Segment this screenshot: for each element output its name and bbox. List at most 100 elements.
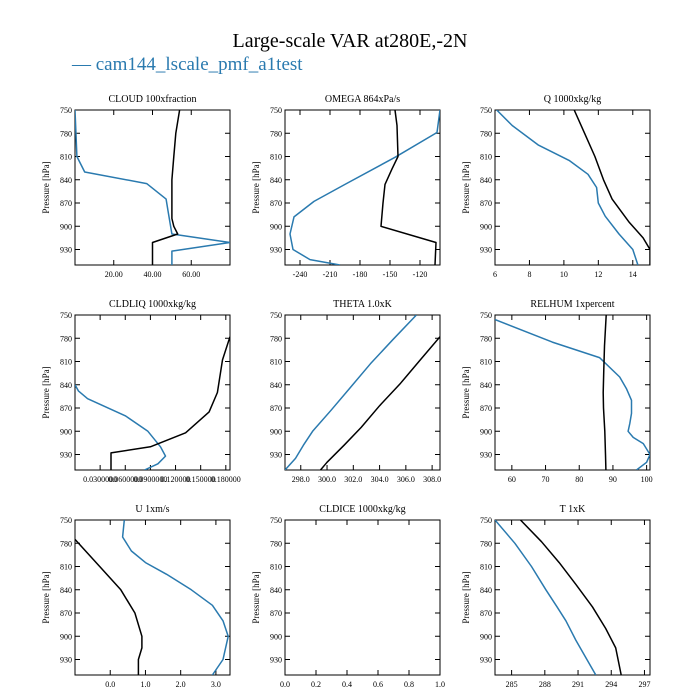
y-axis-label: Pressure [hPa] xyxy=(41,366,51,418)
y-tick-label: 870 xyxy=(480,609,492,618)
x-tick-label: 14 xyxy=(629,270,637,279)
legend-label: cam144_lscale_pmf_a1test xyxy=(95,54,303,75)
x-tick-label: 0.150000 xyxy=(186,475,216,484)
y-tick-label: 870 xyxy=(60,404,72,413)
x-tick-label: 2.0 xyxy=(176,680,186,689)
x-tick-label: 302.0 xyxy=(344,475,362,484)
y-tick-label: 810 xyxy=(480,358,492,367)
y-tick-label: 840 xyxy=(270,381,282,390)
y-tick-label: 930 xyxy=(270,451,282,460)
series-line-model xyxy=(121,520,229,675)
x-tick-label: 0.120000 xyxy=(161,475,191,484)
panel-5: THETA 1.0xK 750 780 810 840 870 900 930 298.0 300… xyxy=(270,299,441,484)
panel-1: CLOUD 100xfraction Pressure [hPa] 750 780 81… xyxy=(41,94,231,279)
x-tick-label: 40.00 xyxy=(144,270,162,279)
y-tick-label: 750 xyxy=(270,106,282,115)
x-tick-label: 0.4 xyxy=(342,680,352,689)
y-tick-label: 840 xyxy=(480,586,492,595)
y-tick-label: 930 xyxy=(270,246,282,255)
y-tick-label: 900 xyxy=(480,222,492,231)
series-line-reference xyxy=(519,520,622,675)
series-line-model xyxy=(285,315,417,470)
y-tick-label: 870 xyxy=(60,609,72,618)
y-tick-label: 870 xyxy=(270,199,282,208)
legend-entry: — cam144_lscale_pmf_a1test xyxy=(72,54,303,76)
y-tick-label: 780 xyxy=(270,129,282,138)
x-tick-label: 285 xyxy=(506,680,518,689)
panel-title: U 1xm/s xyxy=(135,504,169,515)
y-tick-label: 780 xyxy=(480,334,492,343)
x-tick-label: -120 xyxy=(413,270,428,279)
x-tick-label: 70 xyxy=(542,475,550,484)
y-tick-label: 930 xyxy=(60,246,72,255)
panel-title: CLOUD 100xfraction xyxy=(108,94,196,105)
panel-title: T 1xK xyxy=(560,504,586,515)
y-tick-label: 900 xyxy=(60,427,72,436)
series-line-model xyxy=(495,318,650,470)
x-tick-label: -150 xyxy=(383,270,398,279)
y-tick-label: 930 xyxy=(480,656,492,665)
x-tick-label: 12 xyxy=(594,270,602,279)
series-line-model xyxy=(496,110,639,265)
x-tick-label: 300.0 xyxy=(318,475,336,484)
y-tick-label: 810 xyxy=(60,358,72,367)
y-tick-label: 840 xyxy=(480,176,492,185)
x-tick-label: 100 xyxy=(641,475,653,484)
y-tick-label: 870 xyxy=(60,199,72,208)
y-tick-label: 750 xyxy=(60,106,72,115)
y-axis-label: Pressure [hPa] xyxy=(461,161,471,213)
series-line-reference xyxy=(75,538,143,675)
y-axis-label: Pressure [hPa] xyxy=(41,161,51,213)
series-line-reference xyxy=(110,336,230,470)
plot-frame xyxy=(494,314,651,471)
plot-frame xyxy=(284,109,441,266)
series-line-model xyxy=(75,110,230,265)
y-tick-label: 930 xyxy=(60,451,72,460)
y-tick-label: 780 xyxy=(60,539,72,548)
y-tick-label: 900 xyxy=(480,632,492,641)
x-tick-label: 297 xyxy=(638,680,650,689)
series-line-reference xyxy=(573,110,650,265)
figure-title: Large-scale VAR at280E,-2N xyxy=(232,30,468,52)
x-tick-label: 298.0 xyxy=(292,475,310,484)
x-tick-label: 0.0 xyxy=(280,680,290,689)
y-tick-label: 750 xyxy=(480,311,492,320)
y-tick-label: 840 xyxy=(60,176,72,185)
series-line-model xyxy=(75,384,167,470)
panel-title: CLDLIQ 1000xkg/kg xyxy=(109,299,196,310)
y-tick-label: 840 xyxy=(270,176,282,185)
y-tick-label: 780 xyxy=(60,334,72,343)
y-tick-label: 810 xyxy=(480,153,492,162)
y-tick-label: 840 xyxy=(60,586,72,595)
plot-frame xyxy=(74,314,231,471)
series-line-reference xyxy=(602,315,607,470)
plot-frame xyxy=(494,109,651,266)
y-tick-label: 810 xyxy=(60,563,72,572)
y-tick-label: 870 xyxy=(270,609,282,618)
series-line-model xyxy=(495,520,597,675)
legend-line-marker: — xyxy=(72,54,96,75)
y-tick-label: 750 xyxy=(270,311,282,320)
y-tick-label: 900 xyxy=(270,632,282,641)
y-tick-label: 870 xyxy=(270,404,282,413)
y-tick-label: 780 xyxy=(270,539,282,548)
x-tick-label: 0.0 xyxy=(105,680,115,689)
x-tick-label: 60 xyxy=(508,475,516,484)
y-tick-label: 810 xyxy=(60,153,72,162)
y-tick-label: 930 xyxy=(60,656,72,665)
x-tick-label: 306.0 xyxy=(397,475,415,484)
x-tick-label: 3.0 xyxy=(211,680,221,689)
x-tick-label: 0.0900000 xyxy=(133,475,167,484)
x-tick-label: 0.6 xyxy=(373,680,383,689)
y-tick-label: 840 xyxy=(270,586,282,595)
x-tick-label: 0.0300000 xyxy=(83,475,117,484)
x-tick-label: 0.0600000 xyxy=(108,475,142,484)
y-axis-label: Pressure [hPa] xyxy=(461,571,471,623)
y-tick-label: 750 xyxy=(60,516,72,525)
y-tick-label: 870 xyxy=(480,199,492,208)
y-tick-label: 900 xyxy=(270,222,282,231)
panel-7: U 1xm/s Pressure [hPa] 750 780 810 840 870 900 9… xyxy=(41,504,231,689)
plot-frame xyxy=(494,519,651,676)
